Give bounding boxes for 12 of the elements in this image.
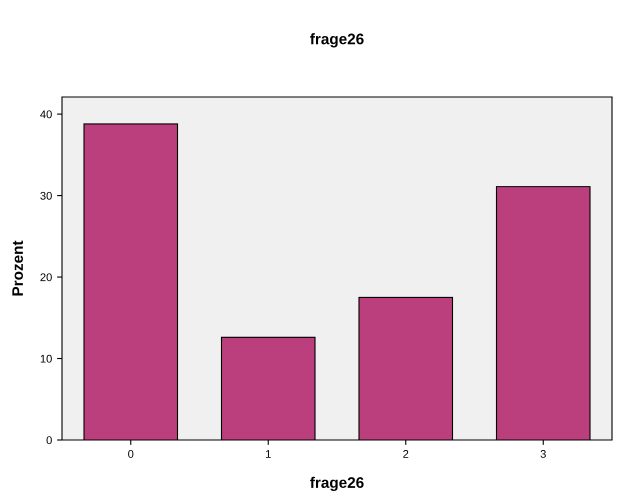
y-tick-label: 0 <box>46 436 52 444</box>
y-axis-title: Prozent <box>12 240 24 296</box>
x-tick-label: 3 <box>540 450 546 458</box>
y-tick-label: 40 <box>40 110 52 118</box>
x-axis-title: frage26 <box>310 476 364 492</box>
y-tick-label: 30 <box>40 192 52 200</box>
y-tick-label: 10 <box>40 354 52 363</box>
x-tick-label: 1 <box>266 450 271 458</box>
y-tick-label: 20 <box>40 273 52 282</box>
chart-title: frage26 <box>310 33 364 48</box>
x-tick-label: 2 <box>403 450 408 458</box>
x-tick-label: 0 <box>128 450 134 458</box>
